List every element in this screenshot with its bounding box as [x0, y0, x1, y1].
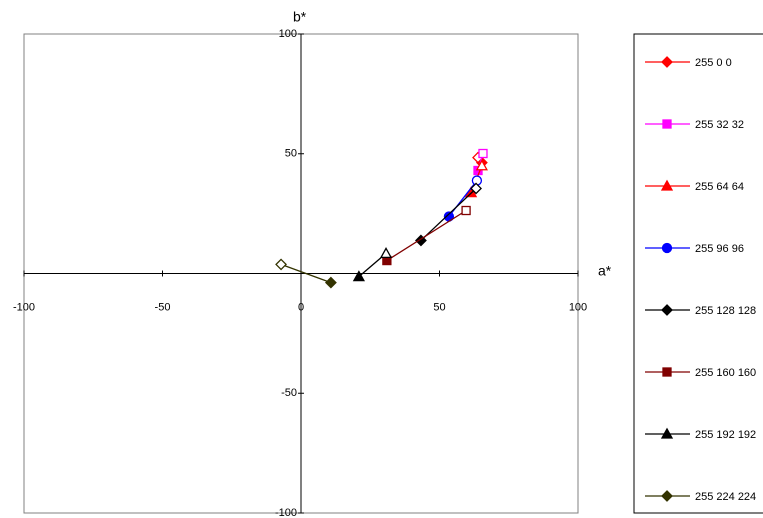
legend-marker — [662, 367, 672, 377]
legend-marker — [661, 242, 673, 254]
legend-label: 255 96 96 — [695, 243, 744, 255]
data-point — [475, 159, 488, 171]
y-tick-label: -50 — [281, 387, 297, 399]
data-point — [461, 205, 471, 216]
x-tick-label: 0 — [298, 301, 304, 313]
legend-frame — [633, 33, 763, 514]
legend-label: 255 0 0 — [695, 57, 732, 69]
legend-marker — [661, 56, 673, 68]
legend-marker — [660, 179, 674, 191]
legend-label: 255 64 64 — [695, 181, 744, 193]
y-tick-label: -100 — [275, 507, 297, 518]
data-point — [275, 258, 287, 271]
y-axis-title: b* — [293, 9, 307, 25]
legend-label: 255 192 192 — [695, 429, 756, 441]
legend-label: 255 160 160 — [695, 367, 756, 379]
legend-label: 255 128 128 — [695, 305, 756, 317]
legend-marker — [660, 427, 674, 439]
data-point — [324, 276, 337, 289]
data-point — [379, 247, 393, 259]
x-axis-title: a* — [598, 263, 612, 279]
x-tick-label: -50 — [155, 301, 171, 313]
y-tick-label: 100 — [279, 28, 297, 40]
data-point — [352, 270, 365, 282]
x-tick-label: 50 — [433, 301, 445, 313]
x-tick-label: 100 — [569, 301, 587, 313]
x-tick-label: -100 — [13, 301, 35, 313]
legend-label: 255 32 32 — [695, 119, 744, 131]
y-tick-label: 50 — [285, 148, 297, 160]
series-line — [420, 188, 477, 241]
series-line — [386, 209, 467, 262]
series-line — [280, 263, 332, 284]
legend-marker — [661, 304, 673, 316]
legend-marker — [661, 490, 673, 502]
legend-marker — [662, 119, 672, 129]
data-point — [470, 182, 482, 195]
data-point — [478, 148, 488, 159]
legend-label: 255 224 224 — [695, 491, 756, 503]
